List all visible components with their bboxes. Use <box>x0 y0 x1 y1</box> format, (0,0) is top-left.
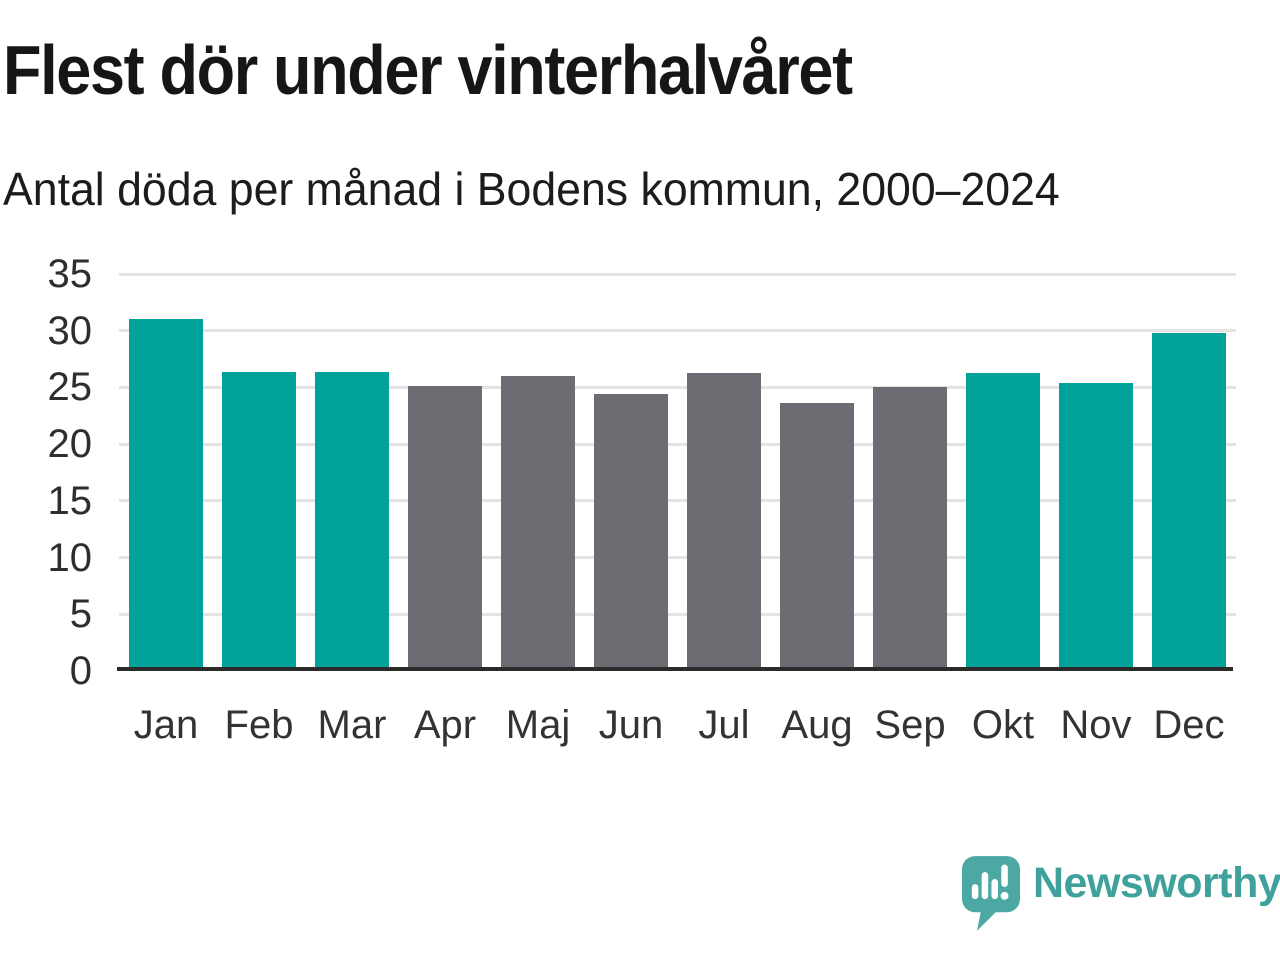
x-tick-label-dec: Dec <box>1153 703 1225 747</box>
x-tick-label-nov: Nov <box>1060 703 1132 747</box>
x-axis-line <box>117 667 1233 671</box>
x-tick-label-jan: Jan <box>133 703 199 747</box>
bar-mar <box>315 371 389 671</box>
newsworthy-logo: Newsworthy <box>962 856 1280 931</box>
bar-sep <box>873 387 947 671</box>
x-axis: Jan Feb Mar Apr Maj Jun Jul Aug Sep Okt Nov Dec <box>0 700 1280 750</box>
gridline-y-15 <box>119 499 1236 503</box>
y-tick-label-10: 10 <box>47 535 93 580</box>
x-tick-label-aug: Aug <box>781 703 853 747</box>
chart-title: Flest dör under vinterhalvåret <box>3 31 853 109</box>
x-tick-label-jul: Jul <box>698 703 750 747</box>
gridline-y-5 <box>119 612 1236 616</box>
bar-nov <box>1059 382 1133 671</box>
x-tick-label-maj: Maj <box>505 703 571 747</box>
x-tick-label-mar: Mar <box>317 703 387 747</box>
bar-okt <box>966 372 1040 671</box>
bar-feb <box>222 371 296 671</box>
y-tick-label-20: 20 <box>47 422 93 467</box>
x-tick-label-apr: Apr <box>413 703 477 747</box>
newsworthy-speech-bubble-bar-chart-icon <box>962 856 1020 931</box>
x-tick-label-feb: Feb <box>224 703 294 747</box>
gridline-y-25 <box>119 385 1236 389</box>
plot-area <box>119 272 1236 671</box>
gridline-y-10 <box>119 556 1236 560</box>
bar-jul <box>687 372 761 671</box>
y-tick-label-35: 35 <box>47 252 93 296</box>
x-tick-label-sep: Sep <box>874 703 946 747</box>
y-axis: 0 5 10 15 20 25 30 35 <box>0 0 93 720</box>
gridline-y-35 <box>119 272 1236 276</box>
bar-jun <box>594 394 668 671</box>
chart-subtitle: Antal döda per månad i Bodens kommun, 20… <box>3 163 1060 215</box>
gridline-y-20 <box>119 442 1236 446</box>
x-tick-label-okt: Okt <box>971 703 1035 747</box>
y-tick-label-5: 5 <box>69 592 92 637</box>
newsworthy-brand-name: Newsworthy <box>1033 859 1280 907</box>
bar-dec <box>1152 332 1226 671</box>
gridline-y-30 <box>119 329 1236 333</box>
bar-aug <box>780 403 854 671</box>
bar-maj <box>501 376 575 671</box>
bar-jan <box>129 319 203 671</box>
y-tick-label-0: 0 <box>69 649 92 693</box>
x-tick-label-jun: Jun <box>598 703 664 747</box>
bar-apr <box>408 386 482 671</box>
y-tick-label-15: 15 <box>47 478 93 523</box>
y-tick-label-25: 25 <box>47 365 93 410</box>
y-tick-label-30: 30 <box>47 308 93 353</box>
